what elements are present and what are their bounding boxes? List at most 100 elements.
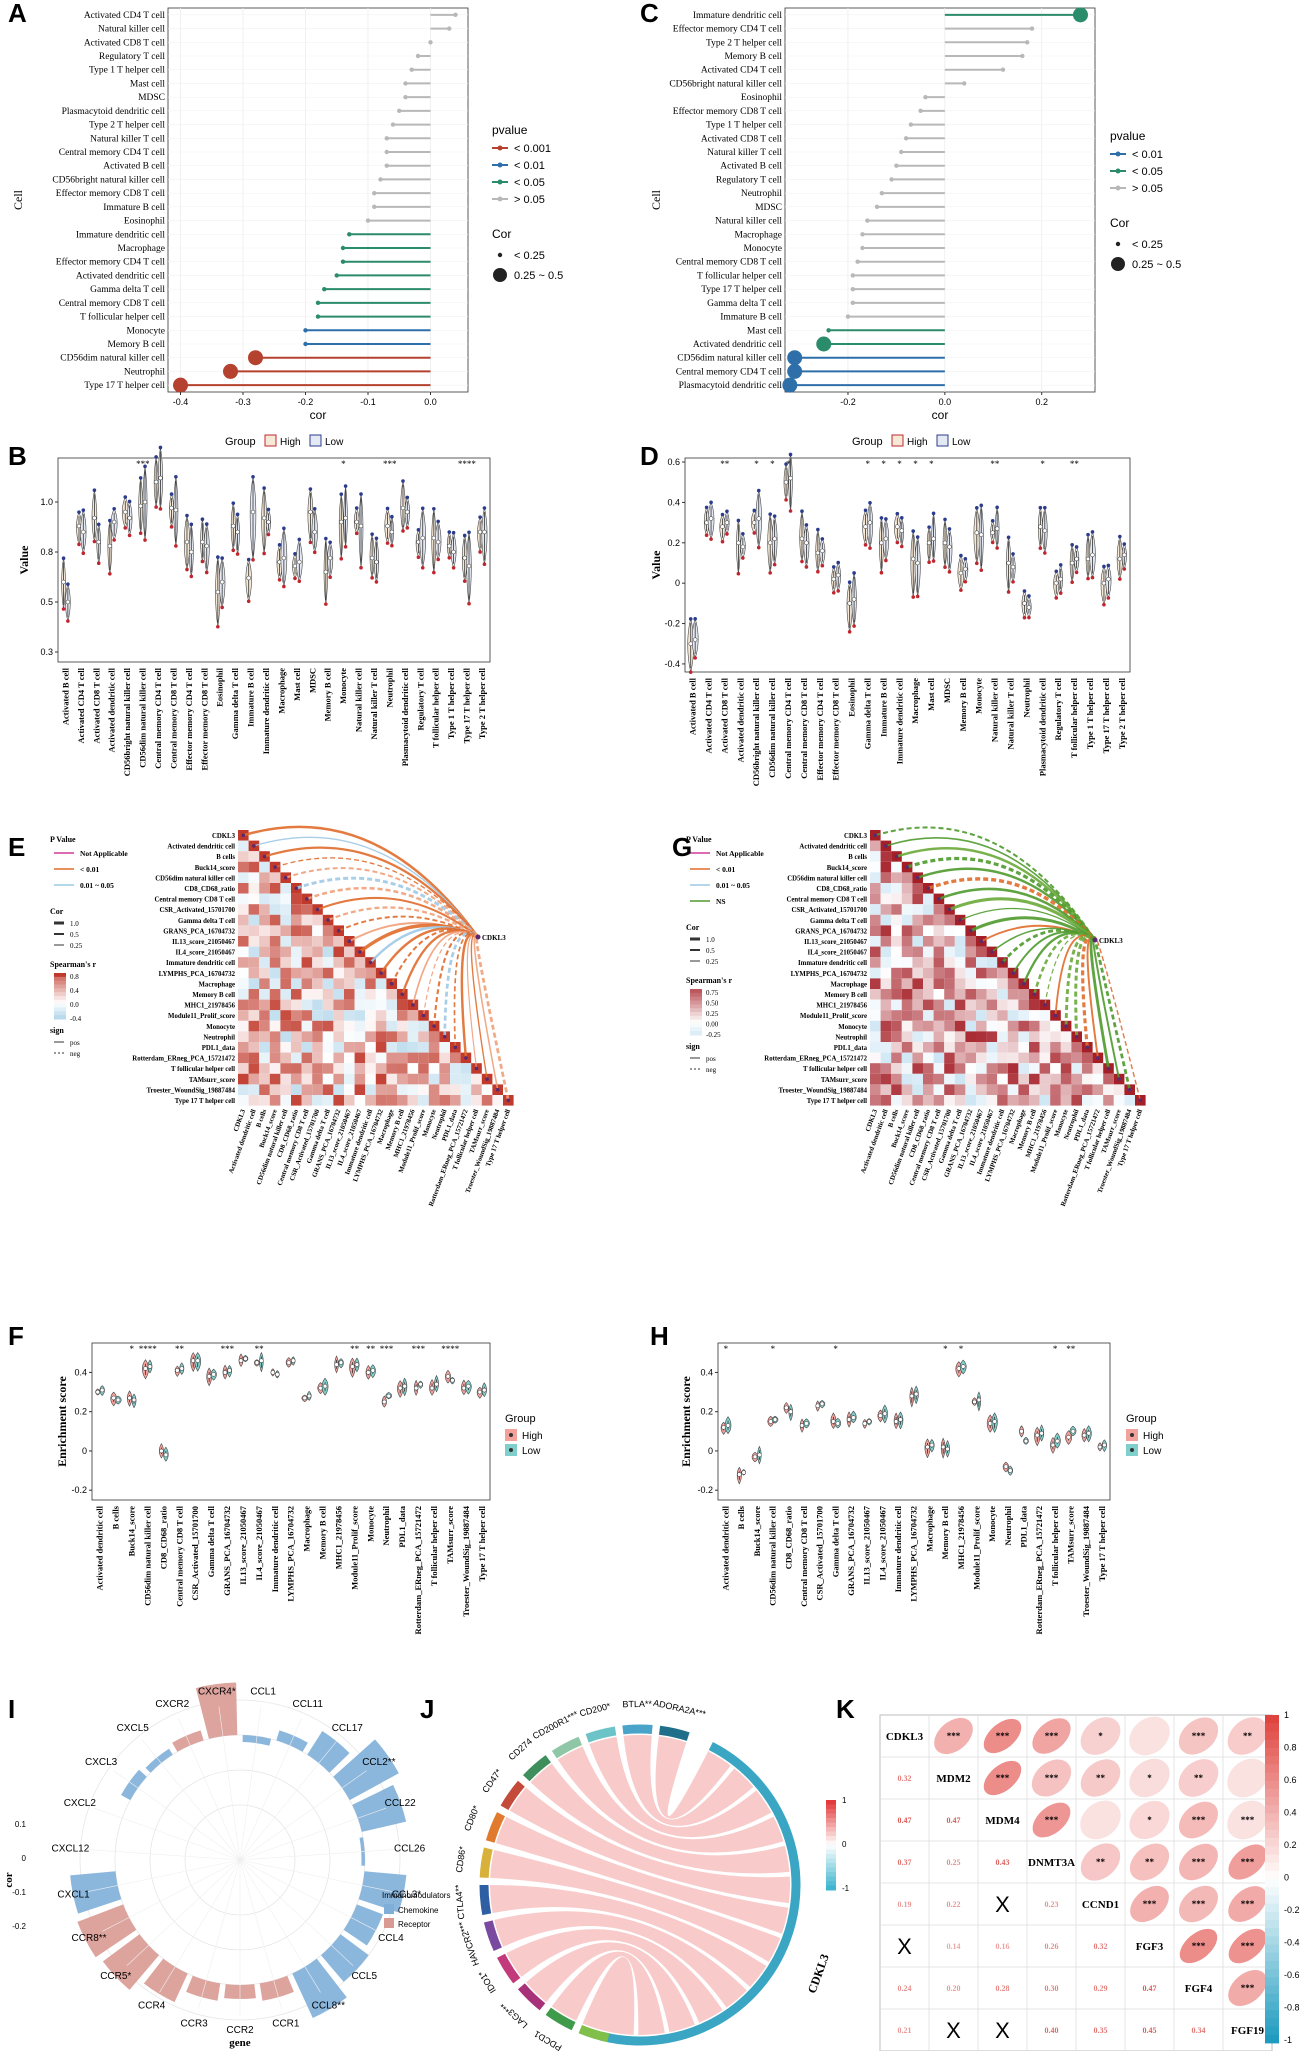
heatmap-cell [933, 1042, 945, 1053]
violin-median [261, 515, 267, 521]
heatmap-cell [301, 1052, 313, 1064]
outlier-point [154, 455, 158, 459]
radial-bar [333, 1739, 399, 1801]
link-endpoint [464, 1056, 468, 1060]
category-label: Activated CD4 T cell [84, 11, 166, 21]
heatmap-cell [1018, 1084, 1029, 1095]
x-category-label: Troester_WoundSig_19887484 [461, 1505, 471, 1616]
significance-label: *** [380, 1344, 394, 1354]
correlation-ellipse [1080, 1843, 1121, 1881]
x-category-label: Neutrophil [384, 667, 394, 707]
heatmap-cell [344, 1084, 355, 1095]
lollipop-dot [428, 40, 433, 45]
correlation-ellipse [1129, 1800, 1170, 1840]
heatmap-cell [280, 999, 291, 1011]
significance-label: *** [1241, 1899, 1255, 1909]
radial-bar [352, 1784, 407, 1832]
violin-median [215, 589, 221, 595]
x-category-label: Type 17 T helper cell [462, 667, 472, 743]
violin-median [963, 566, 968, 572]
heatmap-cell [954, 1095, 966, 1106]
heatmap-cell [344, 1031, 355, 1042]
heatmap-cell [1050, 1073, 1061, 1085]
heatmap-cell [954, 946, 966, 958]
violin-median [960, 1364, 966, 1369]
heatmap-cell [870, 999, 881, 1011]
gene-arc [479, 1847, 493, 1878]
lollipop-dot [903, 136, 909, 141]
heatmap-cell [1007, 978, 1019, 989]
colorbar-tick-label: -0.2 [1284, 1905, 1300, 1915]
outlier-point [1058, 563, 1063, 567]
heatmap-cell [333, 1084, 344, 1095]
colorbar-segment [826, 1836, 836, 1841]
significance-label: * [786, 459, 791, 469]
heatmap-cell [238, 1042, 249, 1053]
heatmap-cell [375, 978, 387, 989]
gene-label: CCR5* [100, 1971, 131, 1982]
heatmap-cell [322, 967, 334, 979]
outlier-point [990, 518, 995, 523]
legend-title-spearman: Spearman's r [686, 976, 732, 985]
outlier-point [482, 506, 487, 510]
heatmap-cell [322, 999, 334, 1011]
heatmap-cell [365, 1052, 376, 1064]
link-endpoint [495, 1087, 500, 1092]
lollipop-dot [390, 122, 396, 127]
lollipop-dot [340, 259, 346, 264]
heatmap-cell [1039, 1042, 1051, 1053]
heatmap-cell [428, 1095, 440, 1106]
outlier-point [293, 576, 297, 581]
violin-median [931, 536, 936, 542]
heatmap-cell [870, 989, 881, 1000]
violin-median [799, 536, 805, 542]
heatmap-cell [280, 1020, 291, 1032]
heatmap-cell [418, 1052, 429, 1064]
heatmap-cell [933, 1084, 945, 1095]
heatmap-cell [238, 1084, 249, 1095]
heatmap-row-label: CD56dim natural killer cell [155, 875, 235, 882]
heatmap-cell [954, 925, 966, 936]
radial-spoke [102, 1859, 241, 1932]
hub-point [1092, 937, 1098, 943]
colorbar-segment [826, 1818, 836, 1823]
violin-median [925, 1444, 930, 1450]
heatmap-cell [386, 1063, 397, 1074]
violin-median [343, 515, 348, 521]
outlier-point [220, 556, 224, 560]
violin-median [831, 576, 837, 582]
category-label: CD56dim natural killer cell [60, 354, 165, 364]
x-category-label: CD56bright natural killer cell [751, 677, 761, 786]
radial-bar [195, 1682, 238, 1739]
heatmap-cell [333, 936, 344, 947]
heatmap-cell [1007, 989, 1019, 1000]
heatmap-cell [248, 914, 260, 926]
heatmap-cell [248, 1063, 260, 1074]
colorbar-segment [1265, 1723, 1279, 1732]
outlier-point [816, 569, 820, 574]
heatmap-cell [344, 957, 355, 968]
legend-label-high: High [1143, 1431, 1164, 1442]
outlier-point [1006, 535, 1011, 540]
heatmap-cell [997, 1010, 1008, 1021]
outlier-point [863, 543, 868, 547]
violin-median [462, 555, 467, 561]
heatmap-cell [997, 1063, 1008, 1074]
link-endpoint [1064, 1024, 1068, 1028]
chord-ribbon [589, 1736, 772, 1838]
significance-label: *** [947, 1731, 961, 1741]
lollipop-dot [1072, 7, 1088, 23]
heatmap-cell [1050, 1084, 1061, 1095]
heatmap-cell [891, 999, 902, 1011]
heatmap-cell [923, 1010, 934, 1021]
x-category-label: Activated CD8 T cell [91, 667, 101, 743]
category-label: Type 2 T helper cell [706, 38, 782, 48]
heatmap-cell [891, 883, 902, 894]
heatmap-cell [238, 914, 249, 926]
outlier-point [200, 517, 205, 521]
heatmap-cell [280, 1031, 291, 1042]
correlation-value: 0.26 [1045, 1942, 1059, 1951]
heatmap-cell [301, 999, 313, 1011]
significance-label: * [754, 459, 759, 469]
violin-median [195, 1358, 200, 1363]
